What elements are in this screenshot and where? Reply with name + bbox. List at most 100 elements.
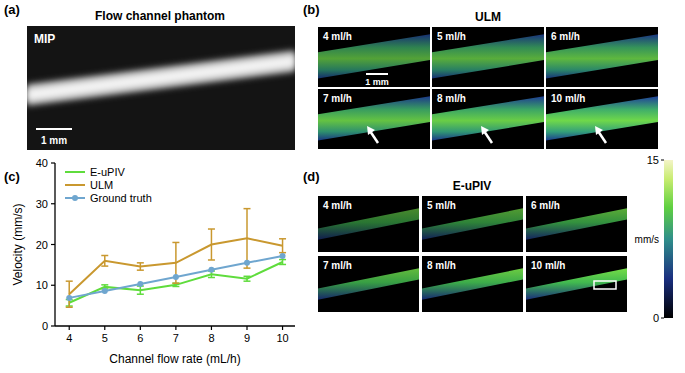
tile-label: 6 ml/h [531,200,560,211]
error-cap [101,255,108,257]
error-cap [208,259,215,261]
colorbar-label: mm/s [635,234,659,245]
legend-label: Ground truth [90,192,152,204]
error-bar [172,283,179,286]
error-cap [137,262,144,264]
colorbar-tick-label: 0 [653,312,659,324]
marker [173,274,179,280]
ulm-tile [318,89,430,149]
ulm-tile [546,89,658,149]
tile-background [318,89,430,149]
error-cap [244,276,251,278]
error-cap [172,282,179,284]
ulm-tile [432,89,544,149]
error-stem [68,281,70,307]
arrow [370,131,378,143]
panel-title: ULM [475,10,501,24]
tile-background [318,27,430,87]
legend-label: ULM [90,179,113,191]
error-cap [279,259,286,261]
y-tick [51,203,55,204]
x-tick [246,326,247,330]
error-cap [172,282,179,284]
panel-label: (d) [303,169,320,184]
x-tick [69,326,70,330]
error-stem [282,239,284,253]
tile-label: 8 ml/h [437,93,466,104]
x-tick [140,326,141,330]
velocity-band [318,208,419,239]
marker [280,253,286,259]
error-bar [101,256,108,267]
colorbar-tick [661,160,664,161]
series-line [69,238,282,294]
tile-background [432,27,544,87]
tile-label: 4 ml/h [323,200,352,211]
tile-background [526,196,627,252]
velocity-band [422,208,523,239]
error-cap [101,265,108,267]
arrow [484,131,492,143]
x-axis [55,325,295,326]
y-tick [51,244,55,245]
y-tick-label: 30 [36,198,48,210]
y-tick [51,162,55,163]
panel-title: Flow channel phantom [95,9,225,23]
euPIV-tile [318,256,419,312]
error-bar [279,260,286,265]
euPIV-tile [318,196,419,252]
error-cap [279,264,286,266]
tile-background [546,27,658,87]
euPIV-tile [526,196,627,252]
error-bar [137,286,144,294]
x-axis-label: Channel flow rate (mL/h) [109,352,240,366]
colorbar-tick-label: 15 [647,154,659,166]
arrow-head [367,126,375,135]
colorbar [664,160,673,318]
error-cap [208,277,215,279]
tile-label: 7 ml/h [323,260,352,271]
inset-label: MIP [34,32,55,46]
scale-bar-label: 1 mm [41,135,67,146]
error-stem [140,286,142,294]
y-axis-label: Velocity (mm/s) [11,203,25,285]
x-tick-label: 9 [244,332,250,344]
x-tick-label: 10 [276,332,288,344]
panel-label: (c) [4,169,20,184]
error-cap [279,238,286,240]
error-stem [211,229,213,260]
tile-background [422,196,523,252]
error-cap [66,280,73,282]
panel-title: E-uPIV [453,179,492,193]
tile-label: 10 ml/h [531,260,565,271]
velocity-band [318,268,419,299]
marker [244,260,250,266]
figure: (a)Flow channel phantomMIP1 mm(b)ULM4 ml… [0,0,685,373]
scale-bar [36,128,72,130]
marker [208,267,214,273]
colorbar-tick [661,318,664,319]
tile-background [432,89,544,149]
plot-area [66,209,286,308]
error-stem [140,263,142,270]
x-tick-label: 5 [102,332,108,344]
series-line [69,256,282,298]
tile-label: 6 ml/h [551,31,580,42]
channel-glow [27,50,295,106]
error-cap [172,286,179,288]
legend-marker [72,195,78,201]
marker [137,281,143,287]
y-tick-label: 0 [42,320,48,332]
arrow-head [595,126,603,135]
error-bar [244,209,251,268]
error-cap [172,242,179,244]
error-cap [66,307,73,309]
x-tick [211,326,212,330]
tile-label: 7 ml/h [323,93,352,104]
velocity-band [422,268,523,299]
tile-background [318,256,419,312]
error-cap [208,228,215,230]
channel [27,54,295,102]
y-tick-label: 10 [36,279,48,291]
euPIV-tile [422,256,523,312]
